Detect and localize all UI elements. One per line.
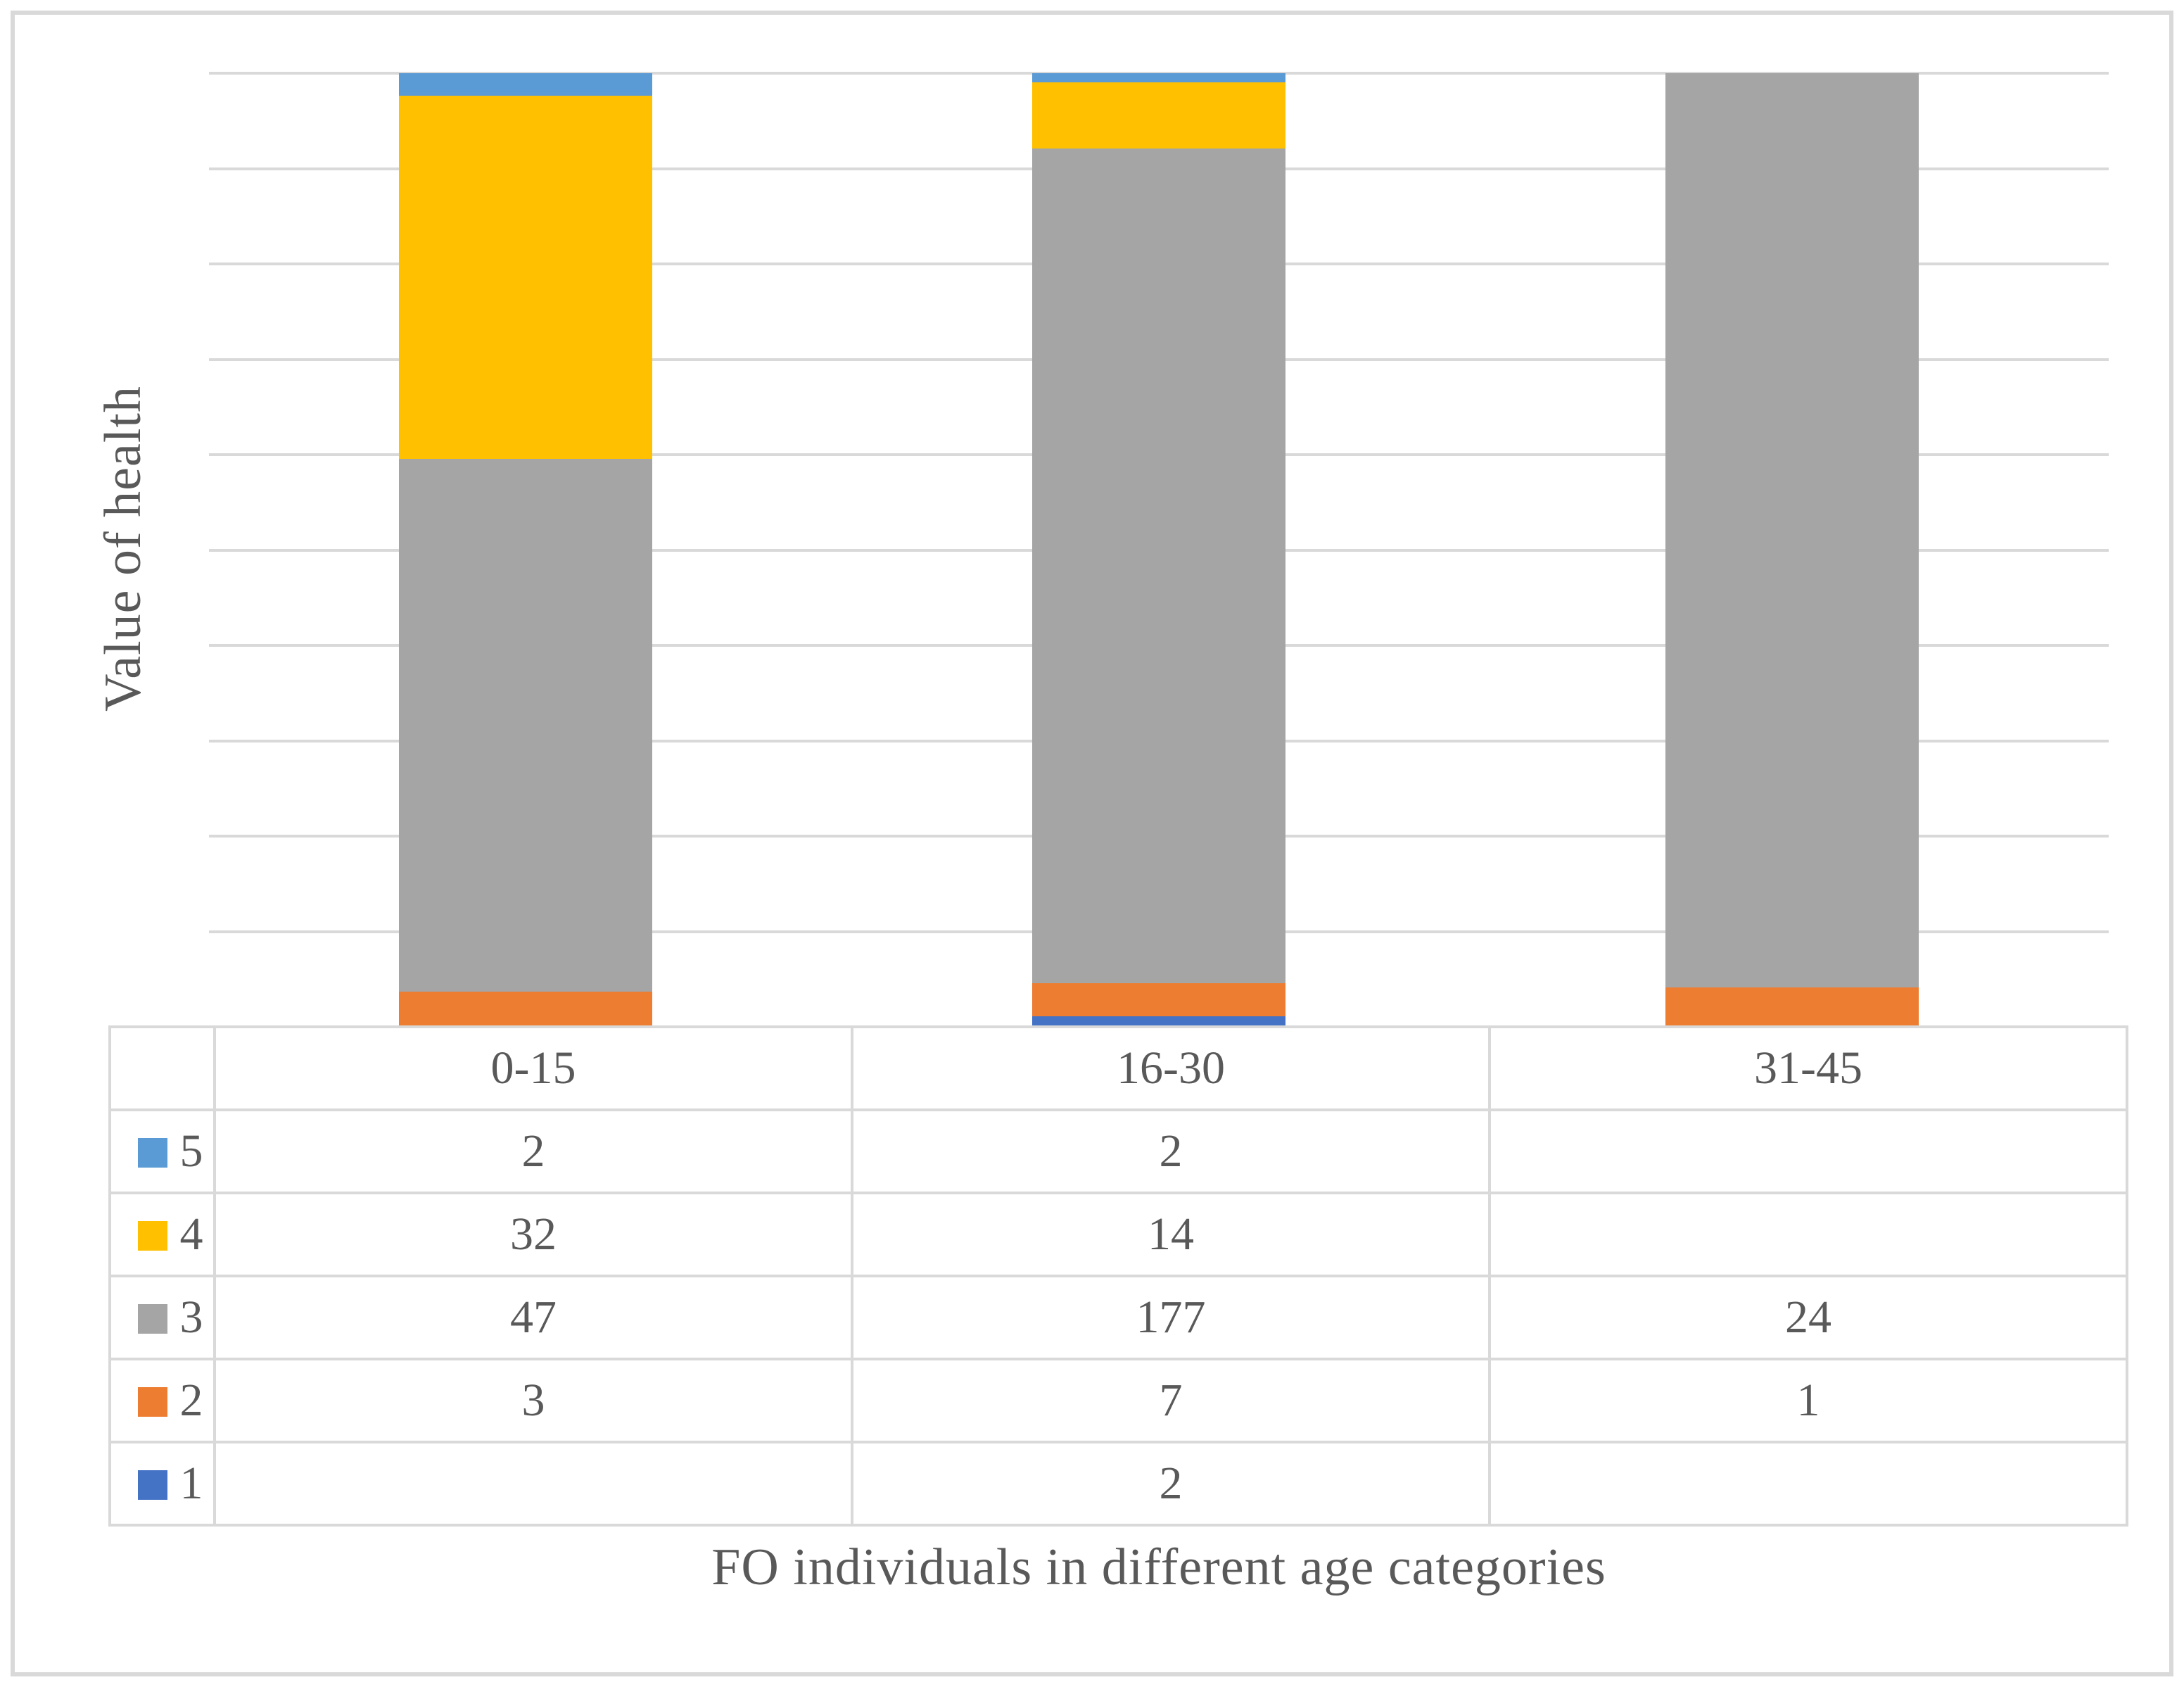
category-header-16-30: 16-30 <box>851 1025 1491 1111</box>
bar-segment-2-16-30 <box>1032 982 1285 1016</box>
y-axis-title: Value of health <box>94 386 152 712</box>
value-cell-1-31-45 <box>1488 1441 2128 1527</box>
value-cell-5-0-15: 2 <box>213 1108 853 1194</box>
legend-label-5: 5 <box>179 1125 203 1177</box>
bar-segment-3-0-15 <box>399 458 652 992</box>
value-cell-1-16-30: 2 <box>851 1441 1491 1527</box>
legend-key-2: 2 <box>108 1358 216 1443</box>
y-axis-title-box: Value of health <box>70 72 176 1025</box>
value-cell-4-16-30: 14 <box>851 1192 1491 1277</box>
value-cell-3-16-30: 177 <box>851 1275 1491 1360</box>
category-header-0-15: 0-15 <box>213 1025 853 1111</box>
legend-swatch-5 <box>137 1138 167 1168</box>
value-cell-4-31-45 <box>1488 1192 2128 1277</box>
bar-segment-4-0-15 <box>399 96 652 459</box>
bar-segment-2-0-15 <box>399 991 652 1025</box>
value-cell-2-31-45: 1 <box>1488 1358 2128 1443</box>
table-corner-cell <box>108 1025 216 1111</box>
value-cell-3-0-15: 47 <box>213 1275 853 1360</box>
legend-swatch-4 <box>137 1221 167 1251</box>
data-table-body: 0-15 16-30 31-45 5 2 2 4 32 14 3 47 177 24 2 3 7 1 1 2 <box>108 1025 2128 1527</box>
value-cell-4-0-15: 32 <box>213 1192 853 1277</box>
legend-key-4: 4 <box>108 1192 216 1277</box>
figure-border <box>11 11 2173 1676</box>
x-axis-title: FO individuals in different age categori… <box>711 1538 1606 1596</box>
legend-swatch-3 <box>137 1304 167 1334</box>
category-header-31-45: 31-45 <box>1488 1025 2128 1111</box>
value-cell-5-31-45 <box>1488 1108 2128 1194</box>
plot-area <box>209 72 2109 1025</box>
value-cell-3-31-45: 24 <box>1488 1275 2128 1360</box>
value-cell-1-0-15 <box>213 1441 853 1527</box>
bar-segment-4-16-30 <box>1032 82 1285 149</box>
bar-segment-1-16-30 <box>1032 1016 1285 1025</box>
legend-swatch-1 <box>137 1470 167 1500</box>
bar-segment-3-31-45 <box>1665 73 1919 987</box>
legend-key-5: 5 <box>108 1108 216 1194</box>
data-table: 0-15 16-30 31-45 5 2 2 4 32 14 3 47 177 24 2 3 7 1 1 2 <box>108 1025 2128 1527</box>
legend-label-2: 2 <box>179 1375 203 1426</box>
value-cell-5-16-30: 2 <box>851 1108 1491 1194</box>
legend-swatch-2 <box>137 1387 167 1417</box>
bar-segment-2-31-45 <box>1665 987 1919 1025</box>
table-header-row: 0-15 16-30 31-45 <box>108 1025 2128 1111</box>
table-row-series-4: 4 32 14 <box>108 1192 2128 1277</box>
value-cell-2-0-15: 3 <box>213 1358 853 1443</box>
bar-16-30 <box>1032 73 1285 1025</box>
bar-0-15 <box>399 73 652 1025</box>
legend-key-3: 3 <box>108 1275 216 1360</box>
value-cell-2-16-30: 7 <box>851 1358 1491 1443</box>
legend-key-1: 1 <box>108 1441 216 1527</box>
bar-segment-5-16-30 <box>1032 73 1285 83</box>
table-row-series-3: 3 47 177 24 <box>108 1275 2128 1360</box>
bar-segment-3-16-30 <box>1032 149 1285 983</box>
legend-label-1: 1 <box>179 1458 203 1509</box>
legend-label-4: 4 <box>179 1208 203 1260</box>
legend-label-3: 3 <box>179 1291 203 1343</box>
bar-segment-5-0-15 <box>399 73 652 96</box>
bar-31-45 <box>1665 73 1919 1025</box>
